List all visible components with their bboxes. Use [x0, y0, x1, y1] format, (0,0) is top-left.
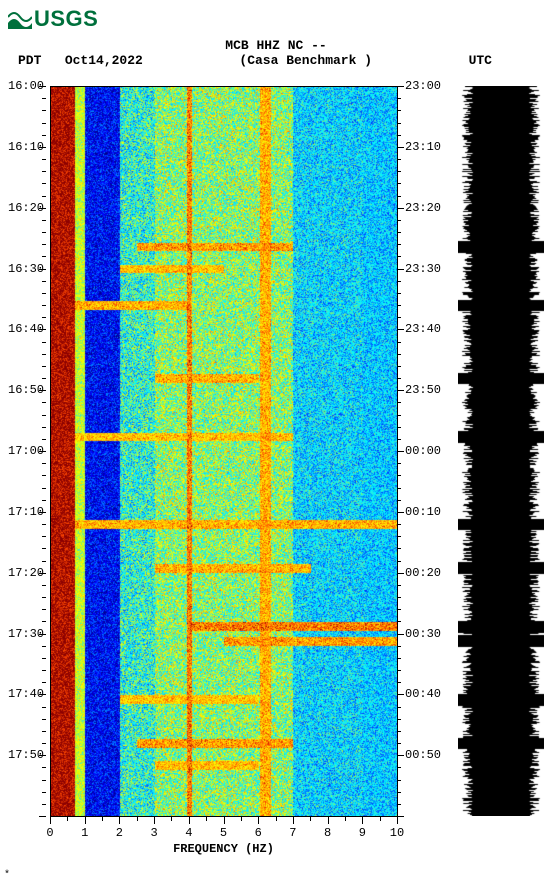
footer-mark: * [4, 870, 10, 881]
waveform-panel [458, 86, 544, 816]
usgs-logo: USGS [8, 6, 98, 32]
xaxis-title: FREQUENCY (HZ) [50, 842, 397, 856]
xaxis-tick-label: 4 [185, 826, 192, 840]
spectrogram-canvas [50, 86, 397, 816]
xaxis-tick-label: 7 [289, 826, 296, 840]
xaxis-tick-label: 1 [81, 826, 88, 840]
waveform-canvas [458, 86, 544, 816]
chart-border-left [50, 86, 51, 816]
yaxis-right-label: 00:30 [405, 627, 441, 641]
yaxis-right-label: 00:50 [405, 748, 441, 762]
xaxis-tick-label: 5 [220, 826, 227, 840]
usgs-logo-text: USGS [34, 6, 98, 32]
xaxis-tick-label: 8 [324, 826, 331, 840]
chart-border-top [50, 86, 397, 87]
chart-border-right [397, 86, 398, 816]
xaxis-tick-label: 10 [390, 826, 404, 840]
xaxis-tick-label: 3 [150, 826, 157, 840]
station-name: (Casa Benchmark ) [239, 53, 372, 68]
right-timezone: UTC [469, 53, 492, 68]
xaxis-tick-label: 6 [255, 826, 262, 840]
yaxis-right-label: 23:50 [405, 383, 441, 397]
station-channel: MCB HHZ NC -- [0, 38, 552, 53]
xaxis-tick-label: 9 [359, 826, 366, 840]
chart-header: MCB HHZ NC -- PDT Oct14,2022 (Casa Bench… [0, 38, 552, 68]
yaxis-right-label: 00:10 [405, 505, 441, 519]
yaxis-right-label: 23:00 [405, 79, 441, 93]
yaxis-right-label: 00:00 [405, 444, 441, 458]
yaxis-right-label: 00:40 [405, 687, 441, 701]
xaxis-tick-label: 2 [116, 826, 123, 840]
yaxis-right-label: 23:10 [405, 140, 441, 154]
yaxis-right-label: 00:20 [405, 566, 441, 580]
yaxis-right-label: 23:30 [405, 262, 441, 276]
left-timezone: PDT [18, 53, 41, 68]
spectrogram-panel [50, 86, 397, 816]
yaxis-right-label: 23:40 [405, 322, 441, 336]
usgs-wave-icon [8, 9, 32, 29]
date: Oct14,2022 [65, 53, 143, 68]
yaxis-right-label: 23:20 [405, 201, 441, 215]
xaxis-tick-label: 0 [46, 826, 53, 840]
